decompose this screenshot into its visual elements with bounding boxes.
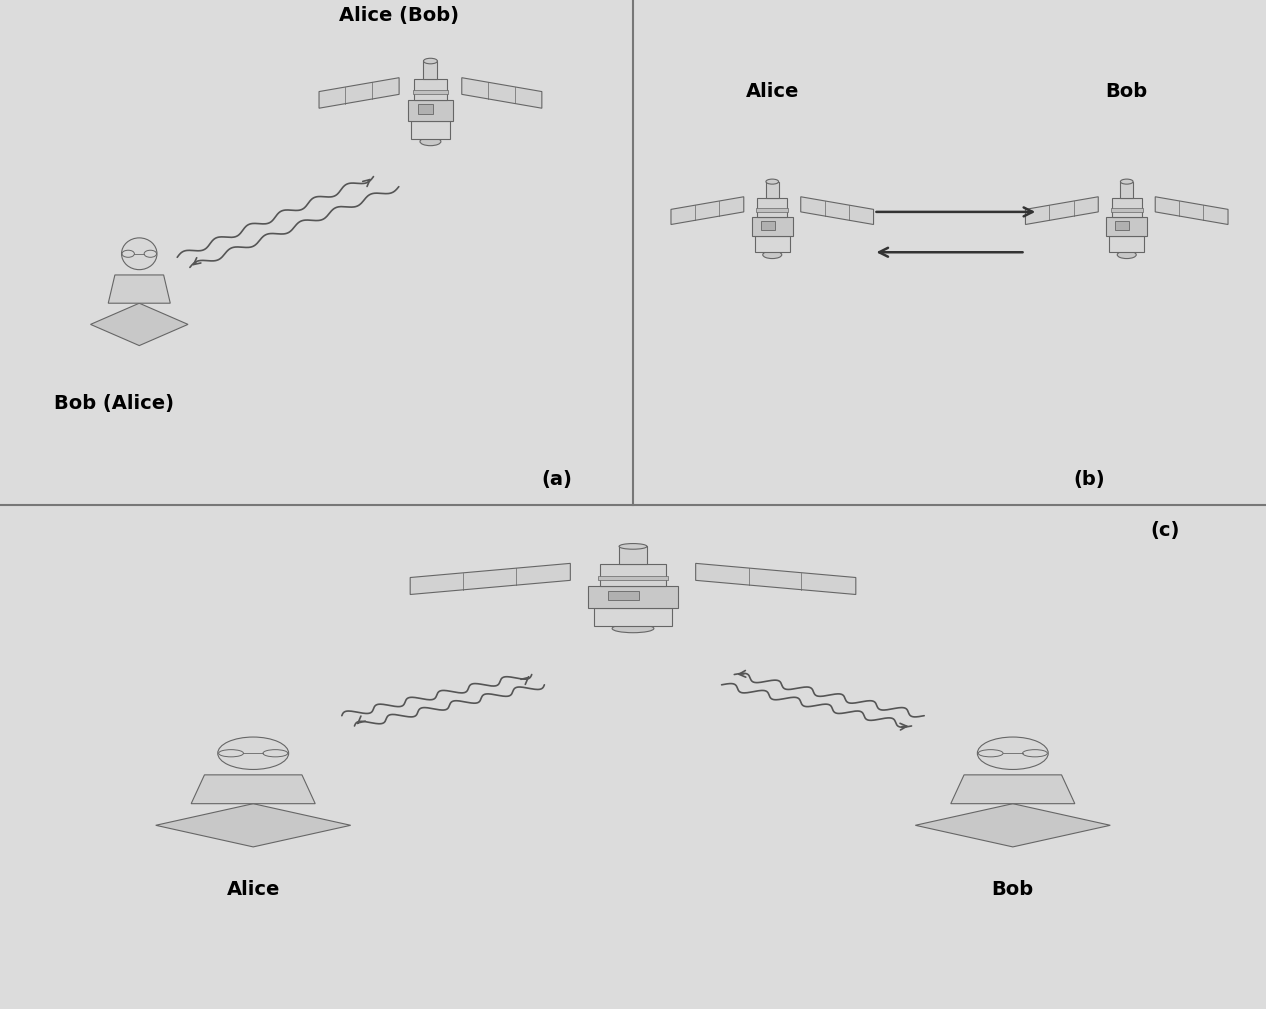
Ellipse shape <box>611 625 653 633</box>
Polygon shape <box>696 563 856 594</box>
Polygon shape <box>408 100 453 121</box>
Ellipse shape <box>1118 251 1136 258</box>
Text: (c): (c) <box>1150 521 1180 540</box>
Polygon shape <box>800 197 874 225</box>
Ellipse shape <box>420 137 441 145</box>
Polygon shape <box>608 590 638 600</box>
Polygon shape <box>752 217 793 236</box>
Ellipse shape <box>218 737 289 770</box>
Polygon shape <box>423 61 438 79</box>
Polygon shape <box>462 78 542 108</box>
Polygon shape <box>413 90 448 95</box>
Polygon shape <box>418 104 433 114</box>
Polygon shape <box>761 221 775 229</box>
Ellipse shape <box>619 544 647 549</box>
Polygon shape <box>91 304 189 345</box>
Polygon shape <box>1106 217 1147 236</box>
Polygon shape <box>951 775 1075 804</box>
Polygon shape <box>671 197 744 225</box>
Text: Bob: Bob <box>1105 82 1148 101</box>
Polygon shape <box>319 78 399 108</box>
Polygon shape <box>191 775 315 804</box>
Text: Alice (Bob): Alice (Bob) <box>339 6 458 25</box>
Polygon shape <box>589 586 677 607</box>
Text: (a): (a) <box>542 470 572 488</box>
Polygon shape <box>915 804 1110 847</box>
Ellipse shape <box>1120 180 1133 185</box>
Ellipse shape <box>122 238 157 269</box>
Polygon shape <box>108 274 170 304</box>
Ellipse shape <box>762 251 781 258</box>
Polygon shape <box>1112 198 1142 217</box>
Polygon shape <box>1112 208 1143 212</box>
Polygon shape <box>757 198 787 217</box>
Polygon shape <box>756 208 787 212</box>
Polygon shape <box>594 607 672 626</box>
Text: Bob: Bob <box>991 880 1034 899</box>
Text: Alice: Alice <box>227 880 280 899</box>
Polygon shape <box>766 182 779 198</box>
Polygon shape <box>414 79 447 100</box>
Text: (b): (b) <box>1074 470 1104 488</box>
Polygon shape <box>1120 182 1133 198</box>
Polygon shape <box>1025 197 1099 225</box>
Polygon shape <box>1115 221 1129 229</box>
Polygon shape <box>619 547 647 564</box>
Text: Bob (Alice): Bob (Alice) <box>54 394 173 413</box>
Polygon shape <box>1109 236 1144 252</box>
Polygon shape <box>156 804 351 847</box>
Ellipse shape <box>977 737 1048 770</box>
Text: Alice: Alice <box>746 82 799 101</box>
Polygon shape <box>411 121 449 138</box>
Polygon shape <box>410 563 570 594</box>
Polygon shape <box>755 236 790 252</box>
Ellipse shape <box>423 59 438 64</box>
Polygon shape <box>1155 197 1228 225</box>
Polygon shape <box>598 576 668 580</box>
Ellipse shape <box>766 180 779 185</box>
Polygon shape <box>600 564 666 586</box>
